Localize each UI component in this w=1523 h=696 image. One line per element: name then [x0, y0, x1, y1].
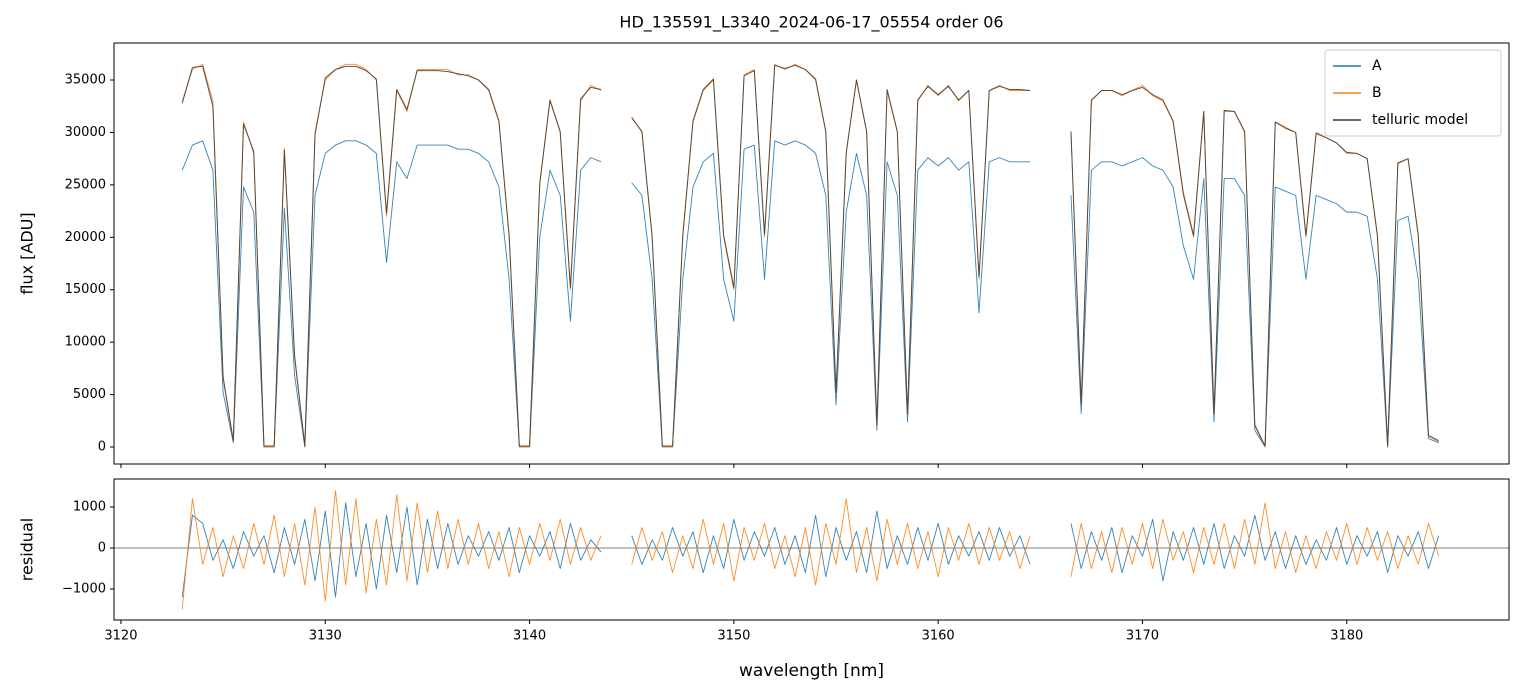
y-tick-label: 5000: [73, 387, 106, 402]
x-tick-label: 3150: [717, 629, 750, 644]
legend-box: [1324, 49, 1502, 137]
axes-frame: [113, 478, 1510, 621]
plot-area: [181, 63, 1439, 448]
x-axis-label: wavelength [nm]: [739, 661, 884, 681]
y-tick-label: 15000: [65, 282, 106, 297]
y-tick-label: 10000: [65, 335, 106, 350]
legend-label: A: [1372, 58, 1382, 74]
legend-label: B: [1372, 85, 1382, 101]
y-tick-label: 20000: [65, 230, 106, 245]
x-tick-label: 3160: [922, 629, 955, 644]
series-line: [181, 490, 1440, 610]
x-tick-label: 3180: [1330, 629, 1363, 644]
y-axis-label: flux [ADU]: [18, 212, 37, 294]
series-line: [181, 502, 1440, 598]
y-tick-label: 25000: [65, 177, 106, 192]
y-tick-label: −1000: [62, 582, 106, 597]
x-tick-label: 3120: [104, 629, 137, 644]
y-tick-label: 30000: [65, 125, 106, 140]
chart-title: HD_135591_L3340_2024-06-17_05554 order 0…: [619, 13, 1003, 33]
y-tick-label: 35000: [65, 73, 106, 88]
y-tick-label: 0: [98, 541, 106, 556]
y-tick-label: 0: [98, 440, 106, 455]
x-tick-label: 3170: [1126, 629, 1159, 644]
plot-area: [114, 490, 1509, 610]
x-tick-label: 3130: [309, 629, 342, 644]
y-axis-label: residual: [18, 518, 37, 581]
x-tick-label: 3140: [513, 629, 546, 644]
legend-label: telluric model: [1372, 112, 1468, 128]
y-tick-label: 1000: [73, 500, 106, 515]
axes-frame: [113, 42, 1510, 465]
series-line: [181, 64, 1439, 447]
